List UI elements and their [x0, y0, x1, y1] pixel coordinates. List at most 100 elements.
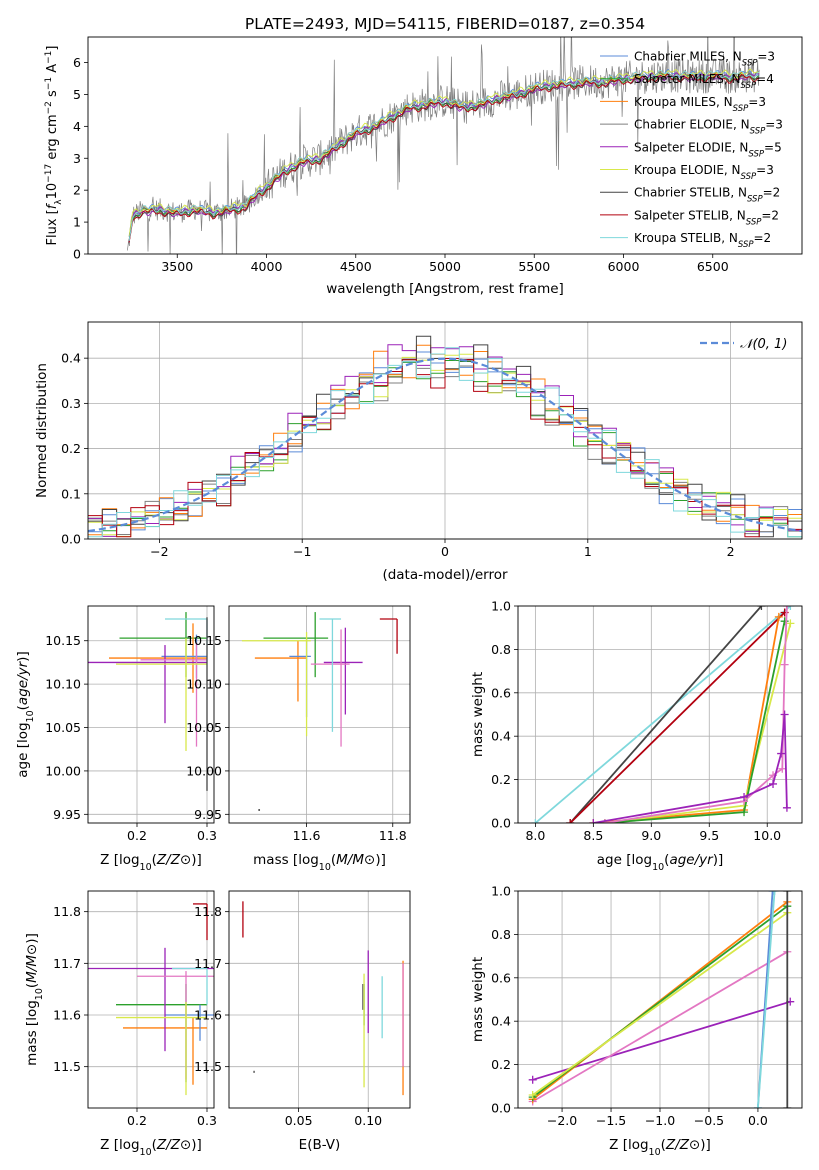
- spectrum-model-line: [128, 72, 760, 241]
- axes-frame: [87, 36, 803, 255]
- mass-weight-marker: [566, 819, 575, 823]
- mass-vs-z-ylabel-part: (: [24, 983, 40, 988]
- mass-weight-marker: [780, 660, 789, 669]
- legend-label: Chabrier MILES, NSSP=3: [634, 50, 775, 69]
- legend-label-part: =5: [764, 140, 782, 154]
- legend-label-sub: SSP: [750, 127, 766, 137]
- y-tick-label: 9.95: [194, 807, 222, 822]
- legend-label-part: Salpeter STELIB, N: [634, 208, 746, 222]
- x-tick-label: 5000: [429, 259, 461, 274]
- y-tick-label: 2: [73, 183, 81, 198]
- mass-vs-z-xlabel-var: Z/Z⊙: [156, 1137, 191, 1153]
- axes-frame: [228, 890, 411, 1109]
- legend-label-part: =3: [757, 50, 775, 64]
- y-tick-label: 11.5: [53, 1059, 81, 1074]
- y-tick-label: 0.0: [491, 816, 511, 831]
- age-vs-z-xlabel-part: Z [log: [100, 852, 139, 868]
- legend-label-part: =2: [761, 208, 779, 222]
- age-vs-z-xlabel-part: )]: [191, 852, 202, 868]
- mass-vs-z-panel: 0.2 0.311.511.611.711.8Z [log10(Z/Z⊙)]mas…: [24, 890, 217, 1158]
- mass-weight-line: [532, 951, 788, 1103]
- x-tick-label: 0: [441, 544, 449, 559]
- x-tick-label: −0.5: [694, 1113, 724, 1128]
- mass-vs-ebv-xlabel: E(B-V): [299, 1137, 341, 1153]
- residuals-ylabel: Normed distribution: [34, 363, 50, 498]
- mass-weight-line: [604, 606, 788, 823]
- mass-weight-line: [593, 616, 780, 823]
- y-tick-label: 11.8: [194, 904, 222, 919]
- x-tick-label: 9.5: [699, 828, 719, 843]
- mass-weight-marker: [780, 617, 789, 626]
- mass-weight-vs-z-xlabel-var: Z/Z⊙: [665, 1137, 700, 1153]
- axes-frame: [87, 890, 215, 1109]
- y-tick-label: 0.4: [491, 729, 511, 744]
- legend-label-part: Salpeter ELODIE, N: [634, 140, 748, 154]
- y-tick-label: 0.6: [491, 970, 511, 985]
- y-tick-label: 0.0: [61, 532, 81, 547]
- mass-weight-marker: [528, 1090, 537, 1099]
- x-tick-label: −1: [293, 544, 311, 559]
- mass-weight-vs-z-xlabel: Z [log10(Z/Z⊙)]: [609, 1137, 711, 1158]
- legend-label-sub: SSP: [738, 240, 754, 250]
- legend-label-sub: SSP: [747, 195, 763, 205]
- y-tick-label: 0.2: [491, 772, 511, 787]
- mass-weight-marker: [740, 808, 749, 817]
- legend-label: Chabrier STELIB, NSSP=2: [634, 186, 780, 205]
- mass-weight-vs-z-xlabel-part: Z [log: [609, 1137, 648, 1153]
- mass-weight-vs-age-xlabel-part: (: [664, 852, 669, 868]
- legend-label-part: Kroupa ELODIE, N: [634, 163, 741, 177]
- x-tick-label: 3500: [161, 259, 193, 274]
- x-tick-label: −1.0: [645, 1113, 675, 1128]
- mass-vs-z-ylabel-part: mass [log: [24, 1000, 40, 1066]
- mass-weight-marker: [780, 710, 789, 719]
- y-tick-label: 5: [73, 87, 81, 102]
- legend-label: Chabrier ELODIE, NSSP=3: [634, 118, 783, 137]
- x-tick-label: 0.2: [127, 828, 147, 843]
- y-tick-label: 11.8: [53, 904, 81, 919]
- y-tick-label: 0.2: [491, 1057, 511, 1072]
- mass-vs-z-ylabel-var: M/M⊙: [24, 944, 40, 983]
- x-tick-label: −2.0: [547, 1113, 577, 1128]
- histogram-step: [88, 347, 802, 538]
- x-tick-label: −1.5: [596, 1113, 626, 1128]
- x-tick-label: 4000: [251, 259, 283, 274]
- legend-label-part: =3: [756, 163, 774, 177]
- y-tick-label: 10.00: [186, 763, 222, 778]
- mass-weight-marker: [589, 819, 598, 823]
- x-tick-label: 5500: [518, 259, 550, 274]
- legend-label-sub: SSP: [746, 217, 762, 227]
- legend-label: Kroupa STELIB, NSSP=2: [634, 231, 771, 250]
- mass-vs-z-xlabel-sub: 10: [140, 1147, 152, 1158]
- x-tick-label: 1: [584, 544, 592, 559]
- y-tick-label: 0.1: [61, 486, 81, 501]
- spectrum-model-line: [128, 68, 760, 237]
- y-tick-label: 10.10: [45, 677, 81, 692]
- normal-curve: [88, 357, 802, 533]
- x-tick-label: 6500: [697, 259, 729, 274]
- x-tick-label: 0.05: [285, 1113, 313, 1128]
- mass-weight-line: [569, 606, 763, 823]
- x-tick-label: 4500: [340, 259, 372, 274]
- x-tick-label: 11.8: [379, 828, 407, 843]
- mass-weight-vs-age-panel: 8.0 8.5 9.0 9.5 10.0 0.0 0.2 0.4 0.6 0.8 1.0 mass w…: [470, 599, 803, 873]
- legend-label-part: Salpeter MILES, N: [634, 72, 741, 86]
- mass-vs-z-xlabel-part: (: [152, 1137, 157, 1153]
- legend-label-sub: SSP: [741, 172, 757, 182]
- spectrum-panel: 3500 4000 4500 5000 5500 6000 6500 0 1 2 3 4 5 6 wavel…: [44, 36, 803, 297]
- mass-vs-z-xlabel-part: Z [log: [100, 1137, 139, 1153]
- x-tick-label: 0.10: [354, 1113, 382, 1128]
- legend-label-part: Kroupa MILES, N: [634, 95, 733, 109]
- age-vs-z-xlabel: Z [log10(Z/Z⊙)]: [100, 852, 202, 873]
- mass-weight-vs-z-xlabel-sub: 10: [649, 1147, 661, 1158]
- mass-weight-marker: [782, 606, 791, 610]
- x-tick-label: 2: [727, 544, 735, 559]
- y-tick-label: 0.8: [491, 642, 511, 657]
- mass-weight-marker: [777, 749, 786, 758]
- mass-weight-marker: [782, 803, 791, 812]
- mass-weight-marker: [770, 891, 779, 895]
- age-vs-z-xlabel-sub: 10: [140, 862, 152, 873]
- mass-weight-vs-age-xlabel-part: age [log: [597, 852, 652, 868]
- age-vs-z-ylabel-var: age/yr: [15, 660, 31, 705]
- mass-weight-vs-z-ylabel: mass weight: [470, 957, 486, 1042]
